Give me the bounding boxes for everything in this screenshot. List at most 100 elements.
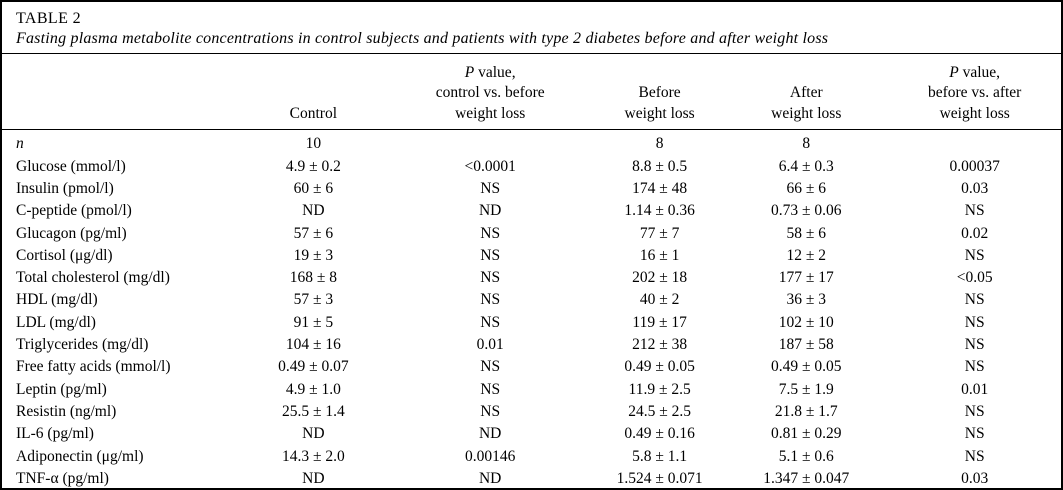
cell-value: <0.05 xyxy=(956,269,993,287)
cell-value: NS xyxy=(480,358,501,376)
row-label: Glucagon (pg/ml) xyxy=(16,224,127,242)
col-header-line: value, xyxy=(474,64,516,81)
cell-value: 187 ± 58 xyxy=(778,336,834,354)
cell-value: 1.347 ± 0.047 xyxy=(763,469,850,487)
row-label: Triglycerides (mg/dl) xyxy=(16,336,149,354)
p-symbol: P xyxy=(464,64,475,81)
cell-value: 66 ± 6 xyxy=(786,179,827,197)
col-header-line: After xyxy=(789,84,823,102)
cell-value: NS xyxy=(964,313,985,331)
cell-value: NS xyxy=(480,246,501,264)
cell-value: 104 ± 16 xyxy=(285,336,341,354)
table-row: Adiponectin (μg/ml) 14.3 ± 2.0 0.00146 5… xyxy=(2,446,1061,468)
cell-value: 0.00146 xyxy=(464,447,516,465)
cell-value: NS xyxy=(480,380,501,398)
col-header-line: value, xyxy=(958,64,1001,81)
cell-value: ND xyxy=(478,202,502,220)
row-label: Free fatty acids (mmol/l) xyxy=(16,358,171,376)
col-header-p-before-vs-after: P value, before vs. after weight loss xyxy=(888,54,1061,131)
row-label: IL-6 (pg/ml) xyxy=(16,425,94,443)
row-label: Adiponectin (μg/ml) xyxy=(16,447,144,465)
row-label: n xyxy=(16,135,24,153)
cell-value: 0.01 xyxy=(476,336,504,354)
row-label: TNF-α (pg/ml) xyxy=(16,469,109,487)
col-header-empty xyxy=(2,54,242,131)
cell-value: 5.1 ± 0.6 xyxy=(778,447,834,465)
table-row: n 10 8 8 xyxy=(2,130,1061,156)
cell-value: 57 ± 6 xyxy=(293,224,334,242)
col-header-line: weight loss xyxy=(624,104,695,122)
cell-value: 8.8 ± 0.5 xyxy=(632,157,688,175)
cell-value: 7.5 ± 1.9 xyxy=(778,380,834,398)
cell-value: NS xyxy=(964,425,985,443)
table-row: Glucagon (pg/ml) 57 ± 6 NS 77 ± 7 58 ± 6… xyxy=(2,223,1061,245)
cell-value: 25.5 ± 1.4 xyxy=(281,402,345,420)
cell-value: 0.49 ± 0.05 xyxy=(771,358,842,376)
table-row: HDL (mg/dl) 57 ± 3 NS 40 ± 2 36 ± 3 NS xyxy=(2,289,1061,311)
col-header-after-weight-loss: After weight loss xyxy=(724,54,889,131)
col-header-control: Control xyxy=(241,54,386,131)
table-row: C-peptide (pmol/l) ND ND 1.14 ± 0.36 0.7… xyxy=(2,200,1061,222)
cell-value: 19 ± 3 xyxy=(293,246,334,264)
cell-value: 24.5 ± 2.5 xyxy=(628,402,691,420)
cell-value: NS xyxy=(964,336,985,354)
cell-value: NS xyxy=(480,313,501,331)
cell-value: 60 ± 6 xyxy=(293,179,334,197)
cell-value: 202 ± 18 xyxy=(632,269,688,287)
table-row: Resistin (ng/ml) 25.5 ± 1.4 NS 24.5 ± 2.… xyxy=(2,401,1061,423)
cell-value: 5.8 ± 1.1 xyxy=(632,447,688,465)
cell-value xyxy=(888,130,1061,156)
cell-value: 8 xyxy=(655,135,664,153)
cell-value: 1.524 ± 0.071 xyxy=(616,469,703,487)
col-header-before-weight-loss: Before weight loss xyxy=(595,54,725,131)
cell-value: ND xyxy=(302,202,325,220)
cell-value: NS xyxy=(964,447,985,465)
table-row: Triglycerides (mg/dl) 104 ± 16 0.01 212 … xyxy=(2,334,1061,356)
table-row: Cortisol (μg/dl) 19 ± 3 NS 16 ± 1 12 ± 2… xyxy=(2,245,1061,267)
cell-value: 21.8 ± 1.7 xyxy=(774,402,838,420)
cell-value: 102 ± 10 xyxy=(778,313,834,331)
cell-value: NS xyxy=(964,358,985,376)
cell-value: NS xyxy=(964,202,985,220)
cell-value: NS xyxy=(480,269,501,287)
cell-value: 0.00037 xyxy=(949,157,1000,175)
cell-value: 0.02 xyxy=(961,224,989,242)
cell-value: 10 xyxy=(305,135,322,153)
cell-value xyxy=(385,130,595,156)
cell-value: 0.49 ± 0.16 xyxy=(624,425,695,443)
row-label: Insulin (pmol/l) xyxy=(16,179,114,197)
cell-value: ND xyxy=(302,425,325,443)
cell-value: 4.9 ± 0.2 xyxy=(285,157,341,175)
p-symbol: P xyxy=(949,64,959,81)
table-row: Leptin (pg/ml) 4.9 ± 1.0 NS 11.9 ± 2.5 7… xyxy=(2,379,1061,401)
cell-value: 91 ± 5 xyxy=(293,313,334,331)
table-caption: Fasting plasma metabolite concentrations… xyxy=(16,30,829,47)
row-label: Glucose (mmol/l) xyxy=(16,157,126,175)
cell-value: <0.0001 xyxy=(464,157,516,175)
cell-value: 0.49 ± 0.05 xyxy=(624,358,695,376)
table-row: Free fatty acids (mmol/l) 0.49 ± 0.07 NS… xyxy=(2,356,1061,378)
table-row: Glucose (mmol/l) 4.9 ± 0.2 <0.0001 8.8 ±… xyxy=(2,156,1061,178)
table-row: Insulin (pmol/l) 60 ± 6 NS 174 ± 48 66 ±… xyxy=(2,178,1061,200)
cell-value: 1.14 ± 0.36 xyxy=(624,202,695,220)
table-label: TABLE 2 xyxy=(16,10,82,27)
cell-value: 0.81 ± 0.29 xyxy=(771,425,842,443)
col-header-line: control vs. before xyxy=(435,84,545,102)
cell-value: 40 ± 2 xyxy=(639,291,680,309)
row-label: Cortisol (μg/dl) xyxy=(16,246,113,264)
cell-value: 168 ± 8 xyxy=(289,269,337,287)
cell-value: NS xyxy=(480,224,501,242)
cell-value: 4.9 ± 1.0 xyxy=(285,380,341,398)
col-header-line: Before xyxy=(638,84,681,102)
cell-value: 177 ± 17 xyxy=(778,269,834,287)
cell-value: NS xyxy=(480,291,501,309)
cell-value: NS xyxy=(964,246,985,264)
col-header-line: weight loss xyxy=(939,104,1010,122)
cell-value: 57 ± 3 xyxy=(293,291,334,309)
cell-value: 14.3 ± 2.0 xyxy=(281,447,345,465)
table-row: LDL (mg/dl) 91 ± 5 NS 119 ± 17 102 ± 10 … xyxy=(2,312,1061,334)
row-label: Leptin (pg/ml) xyxy=(16,380,107,398)
cell-value: 6.4 ± 0.3 xyxy=(778,157,834,175)
cell-value: 0.03 xyxy=(961,469,989,487)
cell-value: NS xyxy=(480,179,501,197)
